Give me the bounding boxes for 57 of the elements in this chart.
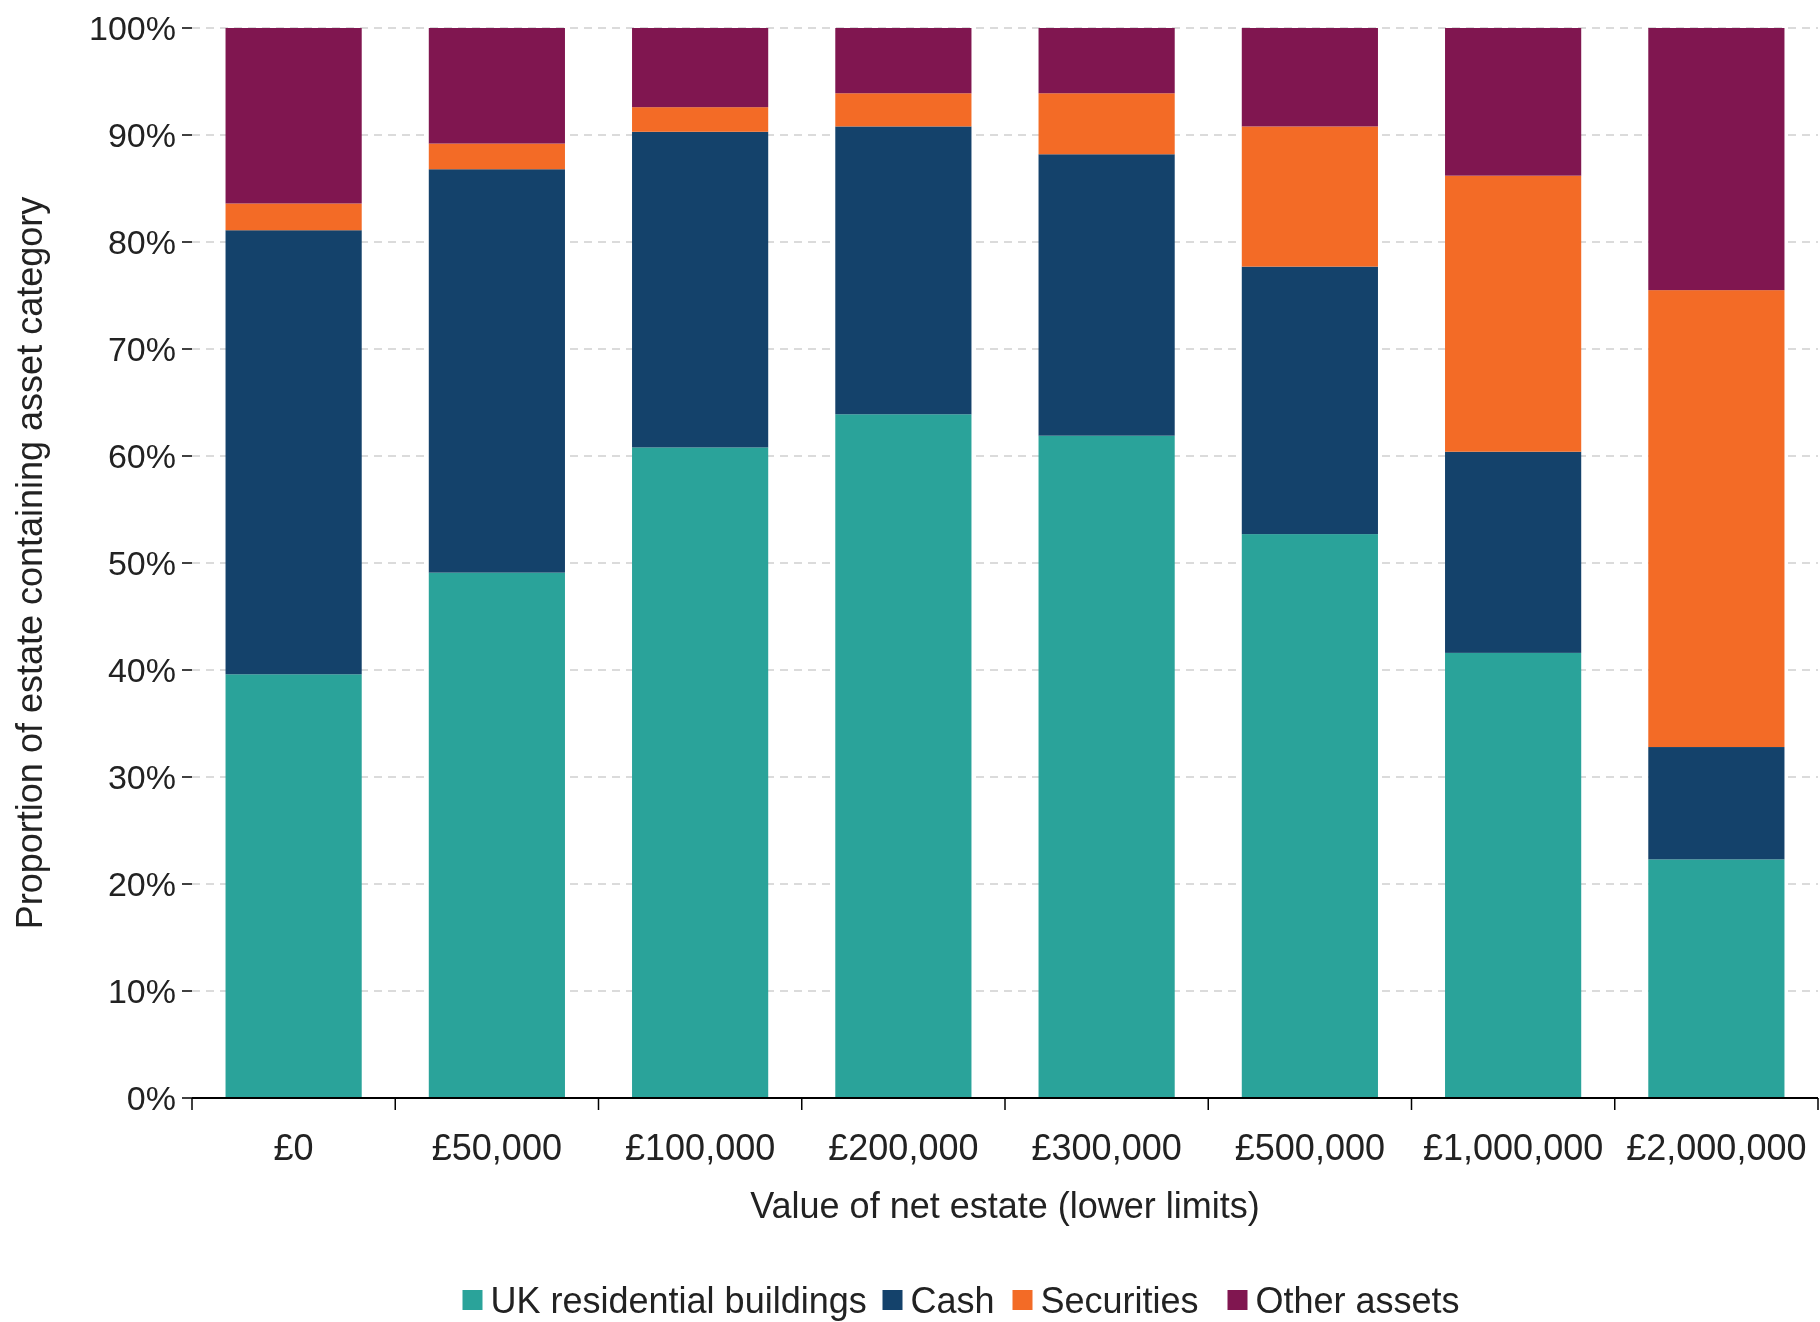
bar xyxy=(428,169,565,573)
bar xyxy=(835,28,972,94)
x-tick-label: £300,000 xyxy=(1031,1127,1182,1168)
y-tick-label: 0% xyxy=(126,1078,176,1117)
bar xyxy=(428,572,565,1098)
bar xyxy=(1445,652,1582,1098)
y-tick-label: 30% xyxy=(107,757,176,796)
y-tick-label: 10% xyxy=(107,971,176,1010)
y-axis-title: Proportion of estate containing asset category xyxy=(9,196,50,930)
legend-label: UK residential buildings xyxy=(490,1279,867,1321)
bar xyxy=(1445,28,1582,176)
legend-label: Cash xyxy=(910,1279,995,1321)
bar xyxy=(1038,28,1175,94)
bar xyxy=(632,28,769,108)
x-tick-label: £200,000 xyxy=(828,1127,979,1168)
bar xyxy=(1648,290,1785,748)
y-tick-label: 70% xyxy=(107,329,176,368)
bar xyxy=(1241,126,1378,267)
bar xyxy=(835,414,972,1098)
bar xyxy=(1038,93,1175,155)
x-tick-label: £50,000 xyxy=(431,1127,562,1168)
bar xyxy=(1648,28,1785,291)
y-tick-label: 100% xyxy=(89,8,176,47)
legend-label: Other assets xyxy=(1255,1279,1460,1321)
bar xyxy=(835,93,972,127)
bar xyxy=(1445,175,1582,452)
bar xyxy=(632,131,769,448)
legend-label: Securities xyxy=(1040,1279,1199,1321)
bar xyxy=(225,203,362,231)
bar xyxy=(428,28,565,144)
y-tick-label: 50% xyxy=(107,543,176,582)
bar xyxy=(1445,451,1582,653)
bar xyxy=(1241,266,1378,535)
x-tick-label: £0 xyxy=(273,1127,314,1168)
bar xyxy=(225,674,362,1098)
bar xyxy=(632,447,769,1098)
bar xyxy=(428,143,565,170)
bar xyxy=(1648,859,1785,1098)
y-tick-label: 60% xyxy=(107,436,176,475)
bar xyxy=(225,28,362,204)
bar xyxy=(1648,747,1785,860)
bar xyxy=(1241,28,1378,127)
x-tick-label: £2,000,000 xyxy=(1626,1127,1807,1168)
y-tick-label: 90% xyxy=(107,115,176,154)
y-tick-label: 20% xyxy=(107,864,176,903)
bar xyxy=(1241,534,1378,1098)
bar xyxy=(835,126,972,415)
bar xyxy=(1038,154,1175,436)
x-axis-title: Value of net estate (lower limits) xyxy=(750,1185,1260,1226)
y-tick-label: 40% xyxy=(107,650,176,689)
bar xyxy=(1038,435,1175,1098)
x-tick-label: £100,000 xyxy=(625,1127,776,1168)
x-tick-label: £1,000,000 xyxy=(1423,1127,1604,1168)
bar xyxy=(632,107,769,132)
bar xyxy=(225,230,362,675)
y-tick-label: 80% xyxy=(107,222,176,261)
x-tick-label: £500,000 xyxy=(1234,1127,1385,1168)
